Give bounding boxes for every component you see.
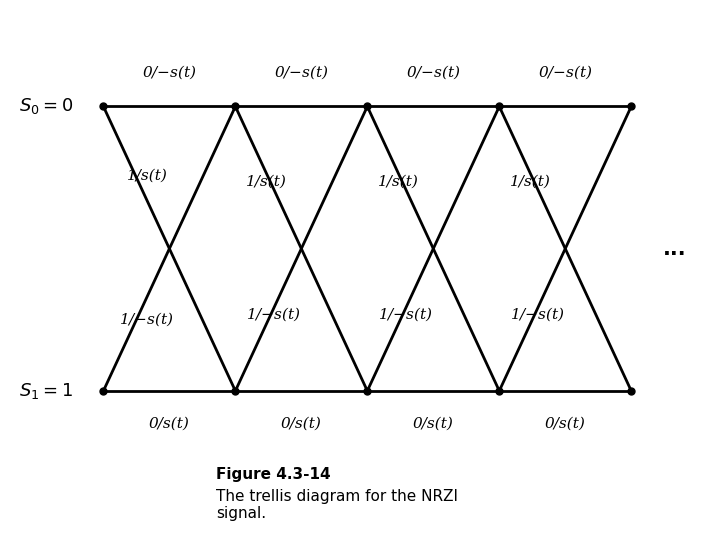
Text: $S_1 = 1$: $S_1 = 1$ [19, 381, 73, 401]
Text: 1/s(t): 1/s(t) [127, 169, 168, 183]
Text: Figure 4.3-14: Figure 4.3-14 [216, 467, 330, 482]
Text: ...: ... [663, 239, 687, 259]
Text: 1/s(t): 1/s(t) [510, 175, 551, 189]
Text: 1/$-$s(t): 1/$-$s(t) [246, 305, 301, 322]
Text: 0/s(t): 0/s(t) [545, 416, 585, 430]
Text: 0/s(t): 0/s(t) [281, 416, 322, 430]
Text: 1/$-$s(t): 1/$-$s(t) [378, 305, 433, 322]
Text: 0/$-$s(t): 0/$-$s(t) [538, 63, 593, 81]
Text: 0/$-$s(t): 0/$-$s(t) [406, 63, 461, 81]
Text: 0/s(t): 0/s(t) [413, 416, 454, 430]
Text: 1/$-$s(t): 1/$-$s(t) [120, 310, 174, 328]
Text: The trellis diagram for the NRZI
signal.: The trellis diagram for the NRZI signal. [216, 489, 458, 521]
Text: $S_0 = 0$: $S_0 = 0$ [19, 97, 73, 117]
Text: 0/$-$s(t): 0/$-$s(t) [142, 63, 197, 81]
Text: 1/s(t): 1/s(t) [246, 175, 287, 189]
Text: 0/$-$s(t): 0/$-$s(t) [274, 63, 329, 81]
Text: 1/$-$s(t): 1/$-$s(t) [510, 305, 564, 322]
Text: 1/s(t): 1/s(t) [378, 175, 419, 189]
Text: 0/s(t): 0/s(t) [149, 416, 190, 430]
